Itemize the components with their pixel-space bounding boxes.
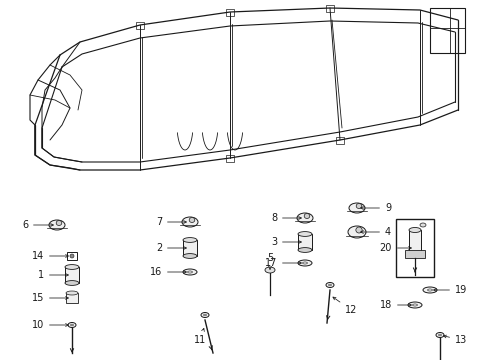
Text: 14: 14 (32, 251, 69, 261)
Text: 2: 2 (156, 243, 186, 253)
Ellipse shape (436, 333, 444, 338)
Ellipse shape (189, 217, 195, 222)
Ellipse shape (66, 291, 78, 295)
Ellipse shape (298, 248, 312, 252)
Bar (430, 8, 465, 53)
Ellipse shape (298, 260, 312, 266)
Ellipse shape (182, 217, 198, 227)
Bar (336, 137, 344, 144)
Bar (396, 219, 434, 277)
Text: 1: 1 (38, 270, 69, 280)
Ellipse shape (356, 203, 362, 208)
Ellipse shape (201, 312, 209, 318)
Ellipse shape (349, 203, 365, 213)
Bar (226, 9, 234, 16)
Bar (65, 267, 79, 283)
Bar (405, 250, 425, 258)
Text: 5: 5 (267, 253, 273, 269)
Bar (136, 22, 144, 29)
Circle shape (70, 254, 74, 258)
Text: 9: 9 (361, 203, 391, 213)
Ellipse shape (65, 265, 79, 269)
Ellipse shape (49, 220, 65, 230)
Bar (226, 155, 234, 162)
Bar (409, 230, 421, 252)
Ellipse shape (304, 213, 310, 219)
Ellipse shape (183, 253, 197, 258)
Bar (298, 234, 312, 250)
Ellipse shape (56, 220, 62, 225)
Text: 7: 7 (156, 217, 186, 227)
Ellipse shape (326, 283, 334, 288)
Text: 6: 6 (22, 220, 53, 230)
Ellipse shape (409, 228, 421, 233)
Bar (66, 293, 78, 303)
Ellipse shape (348, 226, 366, 238)
Ellipse shape (183, 269, 197, 275)
Ellipse shape (356, 227, 362, 233)
Text: 15: 15 (32, 293, 69, 303)
Text: 13: 13 (443, 335, 467, 345)
Bar (183, 240, 197, 256)
Ellipse shape (297, 213, 313, 223)
Text: 8: 8 (271, 213, 301, 223)
Text: 17: 17 (265, 258, 301, 268)
Ellipse shape (420, 223, 426, 227)
Text: 11: 11 (194, 328, 206, 345)
Text: 18: 18 (380, 300, 412, 310)
Text: 20: 20 (380, 243, 412, 253)
Ellipse shape (68, 323, 76, 328)
Text: 4: 4 (361, 227, 391, 237)
Text: 3: 3 (271, 237, 301, 247)
Ellipse shape (265, 267, 275, 273)
Bar (67, 252, 77, 260)
Ellipse shape (65, 280, 79, 285)
Text: 10: 10 (32, 320, 69, 330)
Text: 19: 19 (434, 285, 467, 295)
Bar (326, 5, 334, 12)
Text: 12: 12 (333, 297, 357, 315)
Ellipse shape (423, 287, 437, 293)
Ellipse shape (408, 302, 422, 308)
Ellipse shape (183, 238, 197, 242)
Text: 16: 16 (150, 267, 186, 277)
Ellipse shape (298, 231, 312, 237)
